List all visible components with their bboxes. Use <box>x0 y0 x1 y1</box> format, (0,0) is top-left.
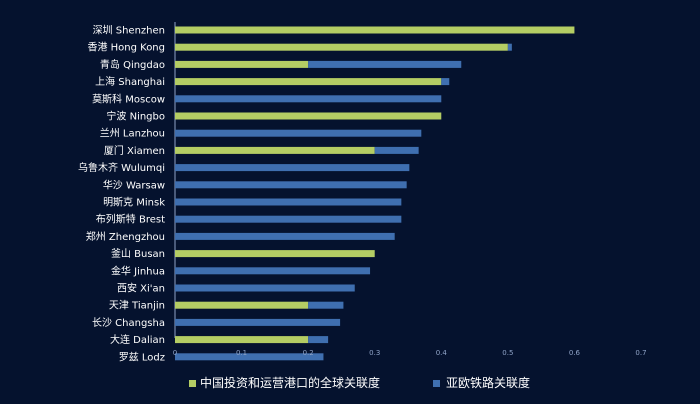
legend-label-port: 中国投资和运营港口的全球关联度 <box>200 375 380 390</box>
category-label: 罗兹 Lodz <box>119 351 165 363</box>
category-label: 长沙 Changsha <box>92 317 165 329</box>
bar-port <box>175 146 375 154</box>
bar-railway <box>308 60 462 68</box>
bar-port <box>175 43 508 51</box>
bar-railway <box>374 146 419 154</box>
bar-railway <box>175 232 395 240</box>
bar-port <box>175 60 309 68</box>
category-label: 天津 Tianjin <box>109 300 165 312</box>
bar-railway <box>308 301 344 309</box>
x-tick-label: 0.2 <box>303 349 314 357</box>
category-label: 金华 Jinhua <box>111 264 165 277</box>
category-label: 釜山 Busan <box>111 247 165 260</box>
bar-railway <box>441 78 450 86</box>
bar-port <box>175 250 375 258</box>
category-label: 明斯克 Minsk <box>103 196 165 209</box>
bar-port <box>175 78 442 86</box>
bar-port <box>175 301 309 309</box>
bar-railway <box>175 198 402 206</box>
bar-railway <box>175 353 324 361</box>
bar-railway <box>175 164 410 172</box>
category-label: 郑州 Zhengzhou <box>86 230 165 243</box>
bar-railway <box>175 267 371 275</box>
bar-port <box>175 336 309 344</box>
category-label: 香港 Hong Kong <box>87 42 165 54</box>
bar-railway <box>175 318 341 326</box>
legend-swatch-port <box>189 380 196 387</box>
bar-railway <box>308 336 329 344</box>
category-label: 兰州 Lanzhou <box>100 127 165 140</box>
category-label: 宁波 Ningbo <box>106 110 165 123</box>
category-label: 莫斯科 Moscow <box>92 92 165 105</box>
category-label: 西安 Xi'an <box>117 282 165 295</box>
bar-railway <box>175 284 355 292</box>
bar-railway <box>175 129 422 137</box>
x-tick-label: 0.1 <box>236 349 247 357</box>
category-label: 上海 Shanghai <box>95 75 165 88</box>
bar-railway <box>175 95 442 103</box>
x-tick-label: 0.7 <box>635 349 646 357</box>
bar-port <box>175 26 575 34</box>
category-label: 乌鲁木齐 Wulumqi <box>78 161 165 174</box>
category-label: 厦门 Xiamen <box>104 144 165 157</box>
x-tick-label: 0 <box>173 349 177 357</box>
x-tick-label: 0.4 <box>436 349 448 357</box>
legend-swatch-railway <box>433 380 440 387</box>
category-label: 深圳 Shenzhen <box>93 25 165 37</box>
bar-port <box>175 112 442 120</box>
x-tick-label: 0.5 <box>502 349 513 357</box>
legend-label-railway: 亚欧铁路关联度 <box>446 375 530 390</box>
bar-railway <box>507 43 512 51</box>
category-label: 青岛 Qingdao <box>100 58 165 71</box>
bar-railway <box>175 181 407 189</box>
category-label: 布列斯特 Brest <box>96 213 165 226</box>
bar-railway <box>175 215 402 223</box>
category-label: 大连 Dalian <box>110 333 165 346</box>
x-tick-label: 0.6 <box>569 349 581 357</box>
x-tick-label: 0.3 <box>369 349 380 357</box>
category-label: 华沙 Warsaw <box>103 178 165 191</box>
